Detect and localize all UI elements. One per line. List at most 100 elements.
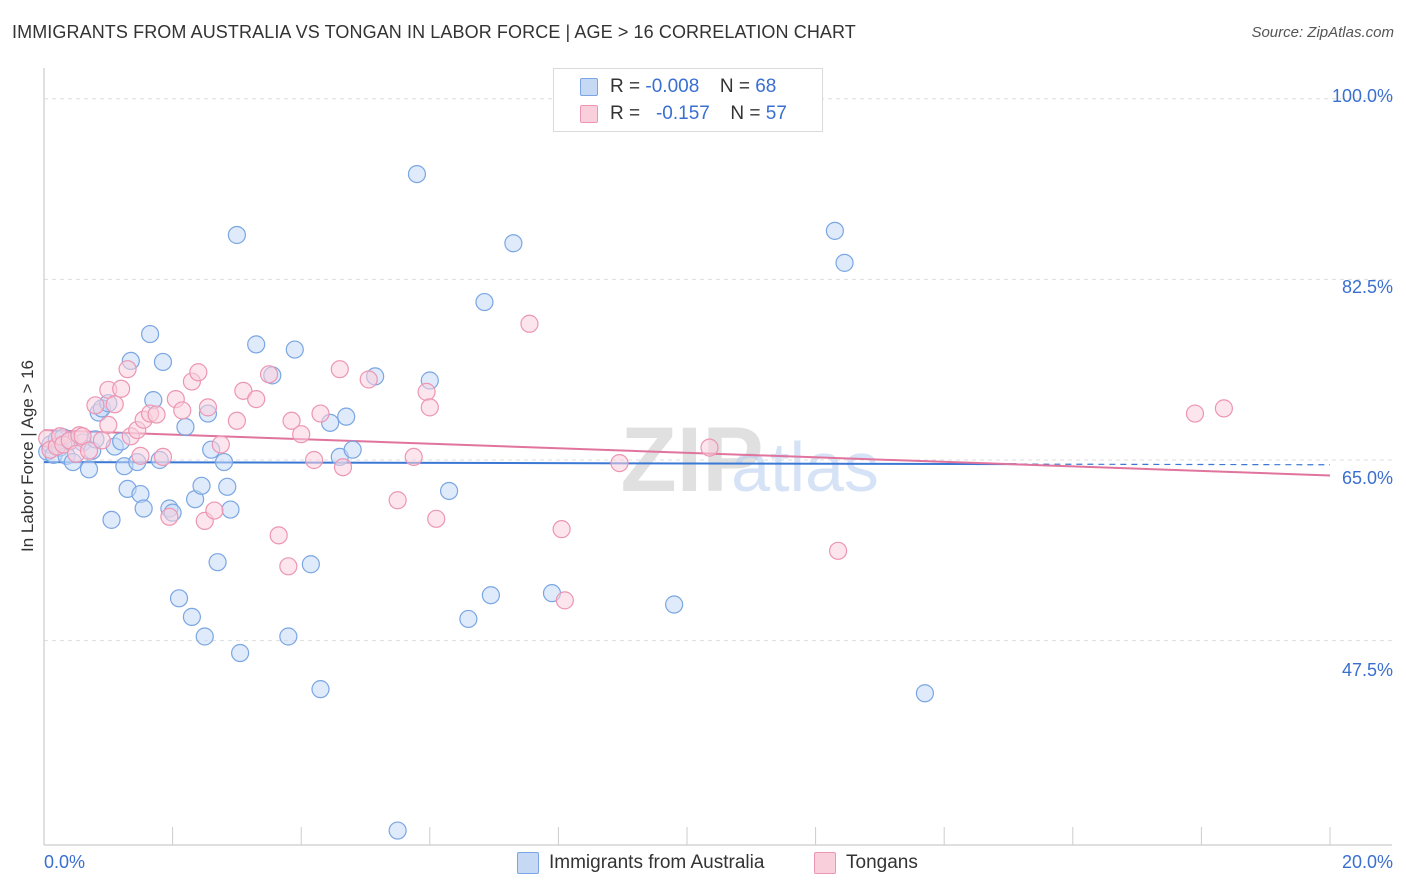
point-australia — [459, 609, 478, 629]
point-tongans — [247, 390, 266, 409]
legend-swatch-pink — [580, 105, 598, 123]
point-australia — [301, 555, 320, 574]
point-australia — [439, 481, 459, 501]
point-australia — [153, 352, 173, 372]
point-australia — [279, 627, 298, 646]
legend-swatch-blue — [580, 78, 598, 96]
data-points — [38, 164, 1234, 840]
r-label: R = — [610, 103, 641, 124]
legend-item-tongans[interactable]: Tongans — [814, 852, 918, 874]
point-tongans — [153, 447, 173, 467]
point-tongans — [417, 382, 436, 401]
point-tongans — [160, 507, 179, 526]
trend-line-tongans — [43, 429, 1331, 477]
point-tongans — [1185, 404, 1205, 423]
point-australia — [134, 499, 153, 518]
point-tongans — [388, 491, 407, 510]
trend-line-extension — [1021, 463, 1331, 466]
correlation-legend: R = -0.008 N = 68 R = -0.157 N = 57 — [553, 68, 823, 132]
point-tongans — [205, 501, 224, 520]
point-tongans — [420, 398, 439, 417]
y-tick-label-65: 65.0% — [1341, 468, 1393, 488]
point-tongans — [198, 398, 218, 417]
r-value: -0.008 — [645, 76, 700, 97]
point-tongans — [131, 446, 150, 465]
legend-row-tongans: R = -0.157 N = 57 — [580, 101, 787, 127]
trend-lines — [43, 429, 1331, 477]
x-tick-label-0: 0.0% — [44, 852, 86, 872]
point-australia — [407, 164, 427, 184]
point-tongans — [105, 395, 124, 414]
legend-label: Tongans — [846, 852, 918, 873]
point-tongans — [92, 431, 111, 450]
point-australia — [388, 821, 407, 840]
trend-line-australia — [43, 461, 1022, 466]
point-australia — [311, 680, 330, 699]
point-tongans — [189, 363, 208, 382]
point-tongans — [112, 379, 131, 398]
point-australia — [176, 417, 195, 437]
point-australia — [825, 221, 844, 240]
point-australia — [79, 460, 99, 479]
point-australia — [221, 500, 240, 519]
y-tick-label-82-5: 82.5% — [1341, 277, 1393, 297]
source-label: Source: ZipAtlas.com — [1251, 24, 1394, 41]
point-tongans — [173, 401, 192, 420]
point-tongans — [1214, 399, 1234, 418]
point-australia — [169, 589, 189, 608]
point-tongans — [147, 405, 166, 424]
point-australia — [218, 477, 237, 496]
watermark-atlas: atlas — [731, 428, 879, 506]
point-australia — [337, 407, 356, 426]
legend-label: Immigrants from Australia — [549, 852, 765, 873]
point-tongans — [79, 441, 99, 460]
point-tongans — [304, 450, 324, 470]
point-australia — [182, 607, 201, 626]
r-value: -0.157 — [655, 103, 710, 124]
point-australia — [140, 324, 160, 344]
legend-row-australia: R = -0.008 N = 68 — [580, 74, 776, 100]
point-tongans — [700, 438, 719, 457]
y-tick-label-47-5: 47.5% — [1341, 660, 1393, 680]
point-tongans — [118, 360, 137, 379]
point-australia — [102, 510, 121, 529]
point-australia — [192, 476, 211, 495]
series-legend: Immigrants from Australia Tongans — [0, 850, 1406, 880]
point-tongans — [99, 415, 118, 435]
point-tongans — [311, 404, 330, 423]
point-australia — [475, 292, 494, 312]
y-axis-label: In Labor Force | Age > 16 — [18, 359, 37, 553]
point-tongans — [552, 520, 571, 539]
legend-swatch-pink — [814, 852, 836, 874]
point-tongans — [359, 370, 378, 389]
point-tongans — [269, 526, 288, 545]
n-label: N = — [730, 103, 761, 124]
point-australia — [195, 627, 214, 646]
point-tongans — [555, 591, 574, 610]
legend-item-australia[interactable]: Immigrants from Australia — [517, 852, 764, 874]
point-tongans — [259, 365, 279, 384]
x-tick-label-20: 20.0% — [1341, 852, 1393, 872]
point-australia — [231, 643, 250, 663]
chart-title: IMMIGRANTS FROM AUSTRALIA VS TONGAN IN L… — [12, 22, 856, 42]
point-australia — [915, 684, 935, 703]
point-tongans — [282, 411, 301, 430]
point-tongans — [404, 447, 423, 467]
point-tongans — [86, 396, 105, 415]
point-tongans — [279, 557, 298, 576]
point-tongans — [520, 314, 539, 333]
point-tongans — [333, 458, 353, 477]
n-label: N = — [719, 76, 750, 97]
point-tongans — [227, 411, 246, 430]
n-value: 57 — [765, 103, 787, 124]
point-tongans — [292, 425, 311, 444]
point-australia — [285, 340, 304, 359]
point-tongans — [234, 381, 253, 400]
point-australia — [227, 225, 246, 245]
n-value: 68 — [755, 76, 777, 97]
point-australia — [504, 234, 523, 253]
point-australia — [835, 253, 854, 272]
r-label: R = — [610, 76, 641, 97]
point-australia — [247, 335, 266, 354]
